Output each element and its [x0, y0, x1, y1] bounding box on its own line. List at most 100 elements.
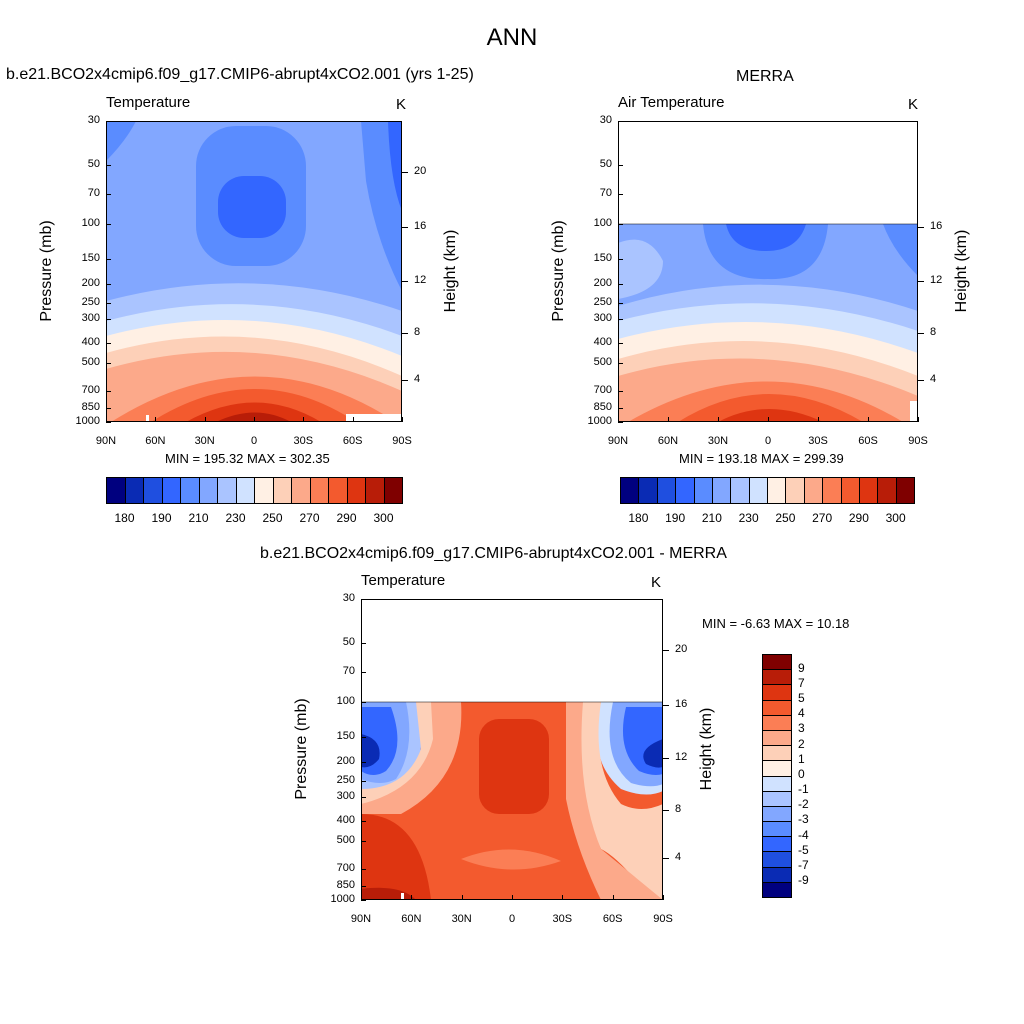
panel-3-colorbar-swatch [762, 684, 792, 701]
panel-3-ytick-250: 250 [336, 774, 355, 786]
panel-3-y2tick-mark-4 [663, 858, 669, 859]
panel-2-units-label: K [908, 96, 919, 113]
panel-2-colorbar-swatch [620, 477, 640, 504]
panel-2-xtick-0: 0 [764, 435, 772, 447]
panel-3-xtick-60S: 60S [602, 913, 623, 925]
panel-1-ytick-mark-50 [106, 164, 111, 166]
panel-1-xtick-mark-1 [155, 417, 157, 422]
panel-3-y2label: Height (km) [698, 707, 715, 791]
panel-2-ytick-mark-150 [618, 259, 623, 261]
panel-2-colorbar-swatch [895, 477, 915, 504]
panel-2-ytick-mark-850 [618, 408, 623, 410]
panel-1-colorbar-swatch [291, 477, 311, 504]
panel-1-ytick-300: 300 [81, 311, 100, 324]
panel-3-xtick-30N: 30N [451, 913, 472, 925]
panel-3-colorbar-swatch [762, 654, 792, 671]
panel-3-colorbar-label-1: 1 [798, 751, 805, 766]
p3-band-nh-warm1 [361, 702, 448, 804]
panel-1-xtick-mark-3 [254, 417, 255, 422]
panel-1-ytick-400: 400 [81, 336, 100, 349]
panel-1-colorbar-label-290: 290 [336, 511, 357, 525]
panel-3-ytick-mark-700 [361, 869, 366, 871]
panel-3-y2tick-8: 8 [675, 803, 682, 815]
panel-3-colorbar-label--4: -4 [798, 827, 809, 842]
panel-3-ytick-mark-300 [361, 796, 366, 798]
panel-2-colorbar-swatch [730, 477, 750, 504]
panel-2-ytick-250: 250 [593, 296, 612, 308]
panel-1-colorbar-swatch [217, 477, 237, 504]
panel-3-ytick-300: 300 [336, 789, 355, 802]
panel-1-ytick-30: 30 [87, 114, 100, 126]
panel-2-ytick-70: 70 [599, 186, 612, 199]
panel-1-colorbar-swatch [272, 477, 292, 504]
panel-2-ytick-mark-500 [618, 362, 623, 364]
panel-3-ytick-70: 70 [342, 664, 355, 677]
panel-3-xtick-mark-1 [411, 895, 413, 900]
panel-3-colorbar-label--1: -1 [798, 782, 809, 797]
panel-3-y2tick-16: 16 [675, 698, 688, 710]
panel-3-y2tick-4: 4 [675, 851, 682, 863]
panel-2-ytick-500: 500 [593, 355, 612, 368]
panel-2-colorbar-swatch [858, 477, 879, 504]
panel-1-ytick-mark-400 [106, 343, 111, 345]
panel-2-ytick-mark-1000 [618, 422, 623, 423]
panel-1-xtick-mark-5 [352, 417, 354, 422]
panel-3-colorbar-label-2: 2 [798, 736, 805, 751]
panel-2-colorbar-label-210: 210 [701, 511, 722, 525]
panel-2-xtick-mark-5 [868, 417, 869, 422]
panel-3-plot [361, 599, 663, 900]
panel-1-y2tick-mark-20 [402, 172, 408, 173]
panel-1-contours [106, 121, 402, 422]
panel-2-colorbar-label-290: 290 [848, 511, 869, 525]
panel-2-colorbar-label-230: 230 [738, 511, 759, 525]
panel-3-y2tick-20: 20 [675, 643, 688, 655]
panel-2-y2tick-4: 4 [930, 373, 937, 385]
panel-1-ytick-mark-700 [106, 391, 111, 393]
panel-3-colorbar-swatch [762, 821, 792, 838]
panel-1-colorbar-swatch [161, 477, 181, 504]
panel-3-xtick-0: 0 [508, 913, 516, 925]
panel-1-ytick-100: 100 [81, 217, 100, 230]
panel-2-ytick-100: 100 [593, 217, 612, 230]
panel-1-colorbar-label-210: 210 [188, 511, 209, 525]
p1-band-300 [216, 412, 291, 422]
panel-2-ytick-mark-400 [618, 343, 623, 345]
panel-3-units-label: K [651, 574, 662, 591]
panel-3-colorbar-label-9: 9 [798, 660, 805, 675]
panel-1-colorbar-label-230: 230 [225, 511, 246, 525]
panel-2-xtick-mark-3 [768, 417, 769, 422]
panel-3-ytick-mark-50 [361, 642, 366, 644]
panel-2-colorbar-label-180: 180 [628, 511, 649, 525]
panel-2-ytick-50: 50 [599, 157, 612, 170]
panel-3-y2tick-mark-12 [663, 758, 669, 759]
panel-1-colorbar-swatch [309, 477, 329, 504]
panel-2-colorbar-swatch [656, 477, 677, 504]
panel-2-ytick-150: 150 [593, 252, 612, 265]
p3-missing-data [401, 893, 404, 900]
p1-band-295 [186, 402, 321, 422]
p2-band-nh-warm [618, 239, 663, 299]
panel-1-colorbar-swatch [198, 477, 218, 504]
panel-3-ytick-100: 100 [336, 695, 355, 708]
panel-2-colorbar-swatch [822, 477, 842, 504]
panel-2-xtick-mark-6 [918, 417, 919, 422]
panel-2-colorbar-label-300: 300 [885, 511, 906, 525]
panel-2-xtick-30S: 30S [808, 435, 828, 447]
panel-2-ytick-30: 30 [599, 114, 612, 126]
panel-3-ytick-700: 700 [336, 862, 355, 875]
panel-2-xtick-90N: 90N [607, 435, 629, 447]
panel-1-colorbar-label-300: 300 [373, 511, 394, 525]
panel-3-colorbar-label-7: 7 [798, 675, 805, 690]
panel-1-ytick-250: 250 [81, 296, 100, 308]
panel-3-colorbar-swatch [762, 836, 792, 853]
panel-2-colorbar-swatch [748, 477, 768, 504]
panel-2-contours [618, 121, 918, 422]
p3-band-tropical-core [479, 719, 549, 814]
panel-1-ytick-500: 500 [81, 355, 100, 368]
panel-3-field-label: Temperature [361, 572, 446, 589]
panel-2-xtick-mark-4 [818, 417, 819, 422]
panel-1-y2tick-mark-16 [402, 227, 408, 228]
panel-1-xtick-30S: 30S [293, 435, 314, 447]
panel-3-colorbar-swatch [762, 805, 792, 823]
panel-2-xtick-mark-0 [618, 417, 619, 422]
